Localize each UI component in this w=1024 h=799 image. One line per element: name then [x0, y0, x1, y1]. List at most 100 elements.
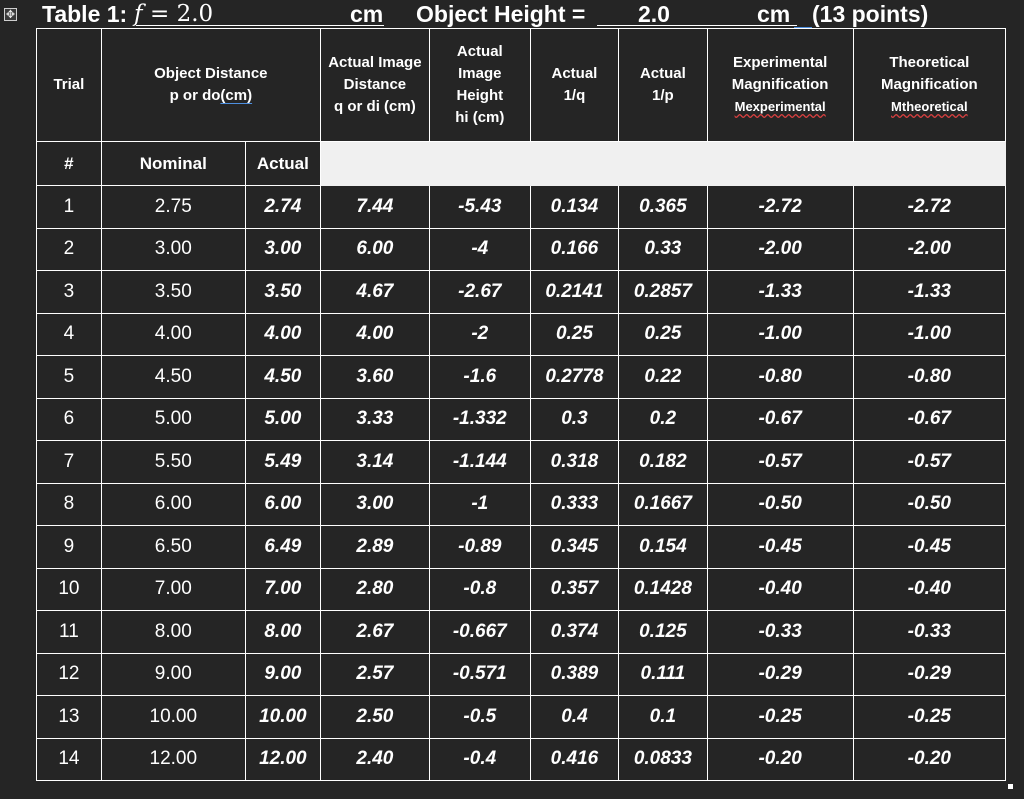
theoretical-magnification-cell: -1.00	[852, 312, 1007, 356]
image-height-cell: -1	[428, 482, 531, 526]
theoretical-magnification-cell: -2.00	[852, 227, 1007, 271]
inverse-q-cell: 0.357	[529, 567, 620, 611]
table-row: 7 5.50 5.49 3.14 -1.144 0.318 0.182 -0.57 -0.57	[36, 440, 1007, 484]
inverse-q-cell: 0.2141	[529, 270, 620, 314]
image-distance-cell: 3.00	[319, 482, 430, 526]
inverse-q-cell: 0.4	[529, 695, 620, 739]
actual-cell: 2.74	[244, 185, 321, 229]
image-height-cell: -1.144	[428, 440, 531, 484]
image-height-cell: -0.89	[428, 525, 531, 569]
nominal-cell: 7.00	[100, 567, 246, 611]
image-distance-cell: 2.57	[319, 652, 430, 696]
inverse-p-cell: 0.111	[618, 652, 708, 696]
actual-cell: 4.00	[244, 312, 321, 356]
inverse-p-cell: 0.1667	[618, 482, 708, 526]
inverse-q-cell: 0.389	[529, 652, 620, 696]
trial-cell: 11	[36, 610, 102, 654]
theoretical-magnification-cell: -0.33	[852, 610, 1007, 654]
image-height-cell: -0.8	[428, 567, 531, 611]
trial-cell: 3	[36, 270, 102, 314]
inverse-p-cell: 0.2857	[618, 270, 708, 314]
table-row: 13 10.00 10.00 2.50 -0.5 0.4 0.1 -0.25 -0.25	[36, 695, 1007, 739]
table-row: 1 2.75 2.74 7.44 -5.43 0.134 0.365 -2.72 -2.72	[36, 185, 1007, 229]
nominal-cell: 10.00	[100, 695, 246, 739]
inverse-q-cell: 0.416	[529, 737, 620, 781]
trial-cell: 2	[36, 227, 102, 271]
trial-cell: 14	[36, 737, 102, 781]
actual-cell: 6.49	[244, 525, 321, 569]
trial-cell: 5	[36, 355, 102, 399]
actual-cell: 10.00	[244, 695, 321, 739]
table-row: 6 5.00 5.00 3.33 -1.332 0.3 0.2 -0.67 -0.67	[36, 397, 1007, 441]
image-height-cell: -2	[428, 312, 531, 356]
inverse-q-cell: 0.374	[529, 610, 620, 654]
nominal-cell: 5.50	[100, 440, 246, 484]
subheader-nominal: Nominal	[100, 141, 246, 186]
actual-cell: 7.00	[244, 567, 321, 611]
focal-value: = 2.0	[150, 1, 214, 27]
theoretical-magnification-cell: -0.45	[852, 525, 1007, 569]
nominal-cell: 8.00	[100, 610, 246, 654]
actual-cell: 3.00	[244, 227, 321, 271]
inverse-p-cell: 0.365	[618, 185, 708, 229]
theoretical-magnification-cell: -1.33	[852, 270, 1007, 314]
image-height-cell: -0.667	[428, 610, 531, 654]
actual-cell: 5.00	[244, 397, 321, 441]
nominal-cell: 3.00	[100, 227, 246, 271]
experimental-magnification-cell: -0.57	[706, 440, 854, 484]
image-distance-cell: 4.00	[319, 312, 430, 356]
nominal-cell: 4.50	[100, 355, 246, 399]
points-label: (13 points)	[812, 1, 929, 27]
actual-cell: 3.50	[244, 270, 321, 314]
image-distance-cell: 2.50	[319, 695, 430, 739]
experimental-magnification-cell: -0.50	[706, 482, 854, 526]
experimental-magnification-cell: -2.72	[706, 185, 854, 229]
trial-cell: 4	[36, 312, 102, 356]
table-row: 8 6.00 6.00 3.00 -1 0.333 0.1667 -0.50 -0.50	[36, 482, 1007, 526]
table-title: Table 1: f = 2.0 cm Object Height = 2.0 …	[42, 0, 1022, 30]
theoretical-magnification-cell: -0.67	[852, 397, 1007, 441]
nominal-cell: 5.00	[100, 397, 246, 441]
actual-cell: 12.00	[244, 737, 321, 781]
trial-cell: 9	[36, 525, 102, 569]
image-height-cell: -5.43	[428, 185, 531, 229]
table-row: 4 4.00 4.00 4.00 -2 0.25 0.25 -1.00 -1.00	[36, 312, 1007, 356]
actual-cell: 6.00	[244, 482, 321, 526]
theoretical-magnification-cell: -0.50	[852, 482, 1007, 526]
experimental-magnification-cell: -1.00	[706, 312, 854, 356]
focal-unit: cm	[350, 1, 384, 27]
nominal-cell: 6.00	[100, 482, 246, 526]
table-resize-handle-icon[interactable]	[1008, 784, 1013, 789]
image-distance-cell: 2.67	[319, 610, 430, 654]
experimental-magnification-cell: -0.80	[706, 355, 854, 399]
inverse-p-cell: 0.0833	[618, 737, 708, 781]
experimental-magnification-cell: -0.45	[706, 525, 854, 569]
subheader-actual: Actual	[244, 141, 321, 186]
nominal-cell: 12.00	[100, 737, 246, 781]
image-distance-cell: 3.60	[319, 355, 430, 399]
inverse-p-cell: 0.182	[618, 440, 708, 484]
image-distance-cell: 4.67	[319, 270, 430, 314]
image-distance-cell: 6.00	[319, 227, 430, 271]
experimental-magnification-cell: -2.00	[706, 227, 854, 271]
inverse-p-cell: 0.25	[618, 312, 708, 356]
header-object-distance: Object Distance p or do(cm)	[100, 28, 321, 142]
header-image-distance: Actual Image Distance q or di (cm)	[319, 28, 430, 142]
subheader-row: # Nominal Actual	[36, 141, 1007, 186]
header-inverse-p: Actual 1/p	[618, 28, 708, 142]
actual-cell: 8.00	[244, 610, 321, 654]
nominal-cell: 2.75	[100, 185, 246, 229]
image-distance-cell: 3.33	[319, 397, 430, 441]
table-row: 11 8.00 8.00 2.67 -0.667 0.374 0.125 -0.33 -0.33	[36, 610, 1007, 654]
theoretical-magnification-cell: -0.57	[852, 440, 1007, 484]
theoretical-magnification-cell: -0.20	[852, 737, 1007, 781]
inverse-q-cell: 0.3	[529, 397, 620, 441]
nominal-cell: 6.50	[100, 525, 246, 569]
inverse-p-cell: 0.33	[618, 227, 708, 271]
experimental-magnification-cell: -1.33	[706, 270, 854, 314]
trial-cell: 12	[36, 652, 102, 696]
image-distance-cell: 2.80	[319, 567, 430, 611]
table-move-handle-icon[interactable]: ✥	[4, 8, 17, 21]
table-row: 5 4.50 4.50 3.60 -1.6 0.2778 0.22 -0.80 -0.80	[36, 355, 1007, 399]
theoretical-magnification-cell: -0.29	[852, 652, 1007, 696]
